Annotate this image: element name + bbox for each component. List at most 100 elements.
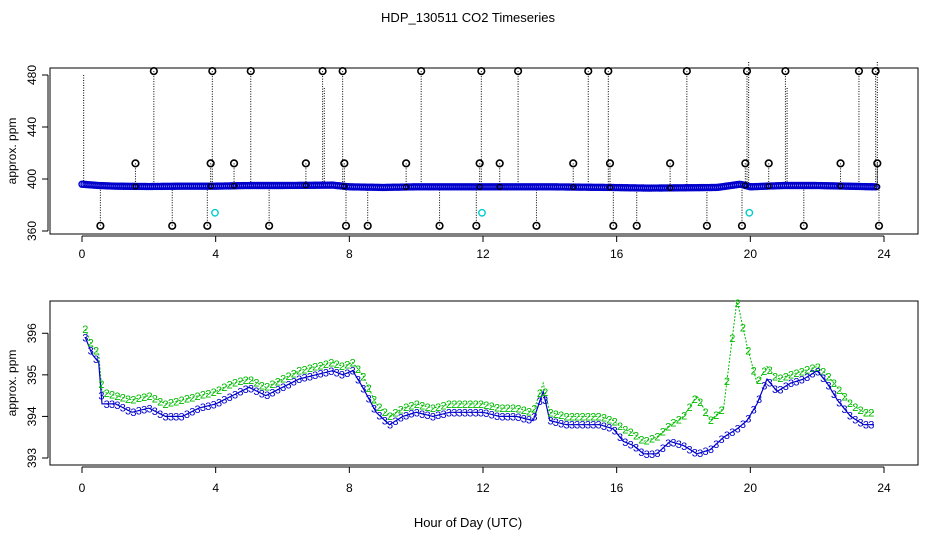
bottom-point-green: 2 xyxy=(660,427,666,439)
bottom-point-blue: 3 xyxy=(323,367,329,379)
bottom-point-green: 2 xyxy=(248,375,254,387)
bottom-point-blue: 3 xyxy=(831,389,837,401)
top-point-black-baseline xyxy=(403,183,410,191)
bottom-x-tick-label: 0 xyxy=(79,481,86,495)
bottom-point-green: 2 xyxy=(612,417,618,429)
bottom-point-blue: 3 xyxy=(735,423,741,435)
bottom-point-green: 2 xyxy=(205,388,211,400)
bottom-point-green: 2 xyxy=(200,390,206,402)
bottom-point-blue: 3 xyxy=(580,420,586,432)
bottom-point-green: 2 xyxy=(563,411,569,423)
bottom-point-green: 2 xyxy=(457,399,463,411)
bottom-point-blue: 3 xyxy=(665,438,671,450)
bottom-point-blue: 3 xyxy=(179,411,185,423)
bottom-point-blue: 3 xyxy=(622,437,628,449)
top-point-black-baseline xyxy=(874,183,881,190)
bottom-point-blue: 3 xyxy=(408,409,414,421)
bottom-point-blue: 3 xyxy=(745,413,751,425)
bottom-point-green: 2 xyxy=(649,434,655,446)
bottom-point-blue: 3 xyxy=(430,411,436,423)
top-point-black-baseline xyxy=(765,182,772,190)
bottom-point-green: 2 xyxy=(499,403,505,415)
bottom-point-blue: 3 xyxy=(441,409,447,421)
top-point-black xyxy=(338,66,347,76)
top-point-black xyxy=(532,221,541,230)
top-point-black xyxy=(604,66,613,76)
top-point-black xyxy=(495,159,504,168)
bottom-point-blue: 3 xyxy=(601,421,607,433)
bottom-point-blue: 3 xyxy=(189,406,195,418)
top-point-black xyxy=(742,66,752,76)
bottom-point-blue: 3 xyxy=(296,374,302,386)
bottom-point-blue: 3 xyxy=(676,439,682,451)
bottom-point-green: 2 xyxy=(681,410,687,422)
bottom-point-blue: 3 xyxy=(740,419,746,431)
bottom-point-blue: 3 xyxy=(259,389,265,401)
bottom-point-green: 2 xyxy=(729,333,735,345)
bottom-point-green: 2 xyxy=(847,398,853,410)
bottom-point-blue: 3 xyxy=(130,407,136,419)
bottom-point-blue: 3 xyxy=(285,379,291,391)
bottom-point-green: 2 xyxy=(451,399,457,411)
bottom-point-green: 2 xyxy=(510,403,516,415)
bottom-point-green: 2 xyxy=(291,368,297,380)
top-point-black-baseline xyxy=(207,183,214,190)
top-point-black xyxy=(149,66,158,76)
bottom-point-green: 2 xyxy=(473,399,479,411)
bottom-point-blue: 3 xyxy=(660,443,666,455)
bottom-point-green: 2 xyxy=(617,421,623,433)
top-point-black xyxy=(781,66,790,76)
top-point-black xyxy=(871,66,880,76)
bottom-point-blue: 3 xyxy=(547,416,553,428)
bottom-point-green: 2 xyxy=(702,407,708,419)
bottom-point-green: 2 xyxy=(221,382,227,394)
bottom-point-green: 2 xyxy=(638,435,644,447)
bottom-point-green: 2 xyxy=(462,399,468,411)
bottom-point-blue: 3 xyxy=(521,413,527,425)
bottom-point-blue: 3 xyxy=(173,411,179,423)
top-point-black xyxy=(246,66,255,76)
bottom-point-green: 2 xyxy=(852,402,858,414)
bottom-point-blue: 3 xyxy=(590,420,596,432)
bottom-point-green: 2 xyxy=(665,422,671,434)
bottom-point-blue: 3 xyxy=(366,394,372,406)
bottom-point-green: 2 xyxy=(633,430,639,442)
top-y-tick-label: 440 xyxy=(25,117,39,137)
bottom-point-green: 2 xyxy=(719,405,725,417)
bottom-point-green: 2 xyxy=(419,400,425,412)
bottom-point-green: 2 xyxy=(863,407,869,419)
top-point-black xyxy=(131,159,140,168)
bottom-point-blue: 3 xyxy=(146,403,152,415)
bottom-point-blue: 3 xyxy=(205,401,211,413)
top-point-cyan xyxy=(211,208,219,217)
bottom-y-axis-label: approx. ppm xyxy=(5,350,19,417)
bottom-point-blue: 3 xyxy=(783,381,789,393)
bottom-point-blue: 3 xyxy=(670,437,676,449)
bottom-point-blue: 3 xyxy=(382,415,388,427)
bottom-point-green: 2 xyxy=(264,382,270,394)
bottom-point-green: 2 xyxy=(547,407,553,419)
bottom-point-blue: 3 xyxy=(531,412,537,424)
top-point-black xyxy=(96,221,105,230)
bottom-point-green: 2 xyxy=(173,396,179,408)
bottom-point-green: 2 xyxy=(360,371,366,383)
bottom-point-blue: 3 xyxy=(809,369,815,381)
bottom-point-green: 2 xyxy=(104,388,110,400)
bottom-point-green: 2 xyxy=(820,367,826,379)
bottom-y-tick-label: 394 xyxy=(25,406,39,426)
bottom-point-green: 2 xyxy=(168,398,174,410)
bottom-x-tick-label: 8 xyxy=(346,481,353,495)
top-data-marks xyxy=(78,62,884,230)
x-axis-label: Hour of Day (UTC) xyxy=(414,515,522,530)
bottom-point-green: 2 xyxy=(622,425,628,437)
bottom-point-blue: 3 xyxy=(398,413,404,425)
bottom-point-green: 2 xyxy=(189,392,195,404)
bottom-point-green: 2 xyxy=(152,394,158,406)
top-point-black xyxy=(208,66,217,76)
bottom-x-tick-label: 12 xyxy=(476,481,490,495)
bottom-point-green: 2 xyxy=(125,394,131,406)
top-point-black-baseline xyxy=(230,182,238,189)
top-point-black xyxy=(417,66,426,76)
bottom-point-green: 2 xyxy=(435,402,441,414)
bottom-point-blue: 3 xyxy=(708,444,714,456)
